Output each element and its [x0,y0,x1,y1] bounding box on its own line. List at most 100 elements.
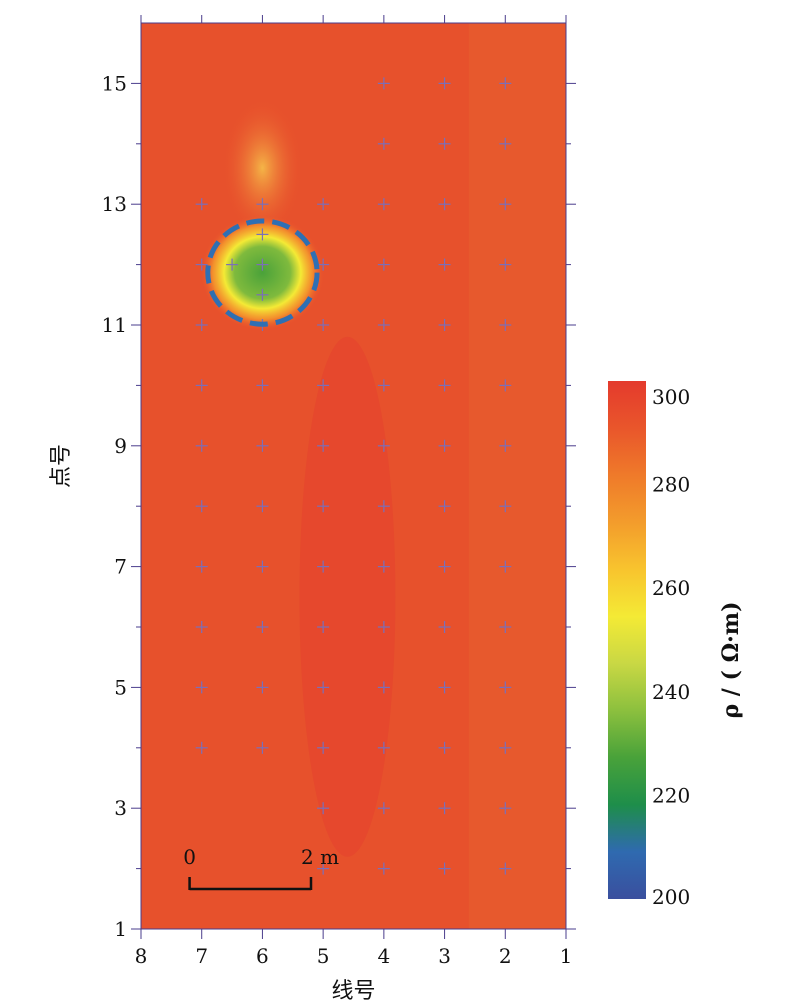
measurement-point [438,137,451,150]
measurement-point [256,741,269,754]
measurement-point [195,741,208,754]
measurement-point [377,862,390,875]
y-tick-label: 11 [102,313,127,337]
y-tick-label: 7 [114,555,127,579]
x-tick-label: 2 [499,944,512,968]
measurement-point [499,379,512,392]
measurement-point [377,681,390,694]
colorbar-gradient [608,381,646,899]
heatmap-anomaly [200,214,325,331]
measurement-point [317,560,330,573]
measurement-point [317,500,330,513]
measurement-point [377,741,390,754]
measurement-point [438,681,451,694]
measurement-point [317,258,330,271]
measurement-point [256,560,269,573]
y-tick-label: 9 [114,434,127,458]
measurement-point [499,681,512,694]
measurement-point [256,621,269,633]
measurement-point [377,258,390,271]
measurement-point [317,741,330,754]
y-tick-label: 1 [114,917,127,941]
y-tick-label: 15 [102,71,127,95]
heatmap-high-zone [299,336,396,857]
measurement-point [195,500,208,513]
measurement-point [377,137,390,150]
measurement-points [195,77,512,875]
measurement-point [499,560,512,573]
measurement-point [438,439,451,452]
x-tick-label: 1 [560,944,573,968]
measurement-point [438,258,451,271]
measurement-point [317,319,330,331]
measurement-point [317,681,330,694]
measurement-point [499,621,512,633]
measurement-point [438,741,451,754]
measurement-point [317,379,330,392]
measurement-point [499,862,512,875]
measurement-point [377,379,390,392]
colorbar-tick-label: 300 [652,385,690,409]
scale-bar-end-label: 2 m [301,845,339,869]
measurement-point [256,228,269,241]
measurement-point [438,621,451,633]
measurement-point [317,862,330,875]
measurement-point [256,500,269,513]
colorbar-tick-label: 240 [652,680,690,704]
measurement-point [195,258,208,271]
scale-bar-start-label: 0 [183,845,196,869]
colorbar-tick-label: 260 [652,576,690,600]
x-tick-label: 4 [377,944,390,968]
measurement-point [195,621,208,633]
measurement-point [195,439,208,452]
measurement-point [195,379,208,392]
colorbar-tick-label: 220 [652,783,690,807]
measurement-point [256,288,269,301]
measurement-point [438,500,451,513]
y-tick-label: 5 [114,675,127,699]
measurement-point [377,802,390,815]
measurement-point [256,439,269,452]
measurement-point [499,741,512,754]
x-tick-label: 6 [256,944,269,968]
measurement-point [499,319,512,331]
y-axis-title: 点号 [49,444,74,488]
measurement-point [499,198,512,211]
measurement-point [438,379,451,392]
measurement-point [317,802,330,815]
measurement-point [377,500,390,513]
anomaly-annotation [205,218,320,327]
measurement-point [317,621,330,633]
measurement-point [226,258,239,271]
measurement-point [256,198,269,211]
heatmap-halo [222,97,303,238]
colorbar-tick-label: 200 [652,885,690,909]
measurement-point [499,500,512,513]
x-axis-title: 线号 [331,979,375,1004]
measurement-point [377,621,390,633]
measurement-point [256,258,269,271]
measurement-point [195,319,208,331]
x-tick-label: 5 [317,944,330,968]
plot-frame [140,22,567,930]
colorbar-tick-label: 280 [652,473,690,497]
colorbar-title: ρ / ( Ω·m) [718,602,744,719]
measurement-point [438,862,451,875]
measurement-point [438,198,451,211]
measurement-point [256,681,269,694]
measurement-point [377,560,390,573]
heatmap-field [141,23,566,929]
x-tick-label: 8 [135,944,148,968]
measurement-point [377,439,390,452]
y-tick-label: 13 [102,192,127,216]
measurement-point [438,77,451,90]
measurement-point [317,198,330,211]
measurement-point [499,77,512,90]
measurement-point [317,439,330,452]
measurement-point [256,379,269,392]
x-tick-label: 3 [438,944,451,968]
colorbar: 300 280 260 240 220 200 ρ / ( Ω·m) [608,381,744,909]
measurement-point [438,319,451,331]
